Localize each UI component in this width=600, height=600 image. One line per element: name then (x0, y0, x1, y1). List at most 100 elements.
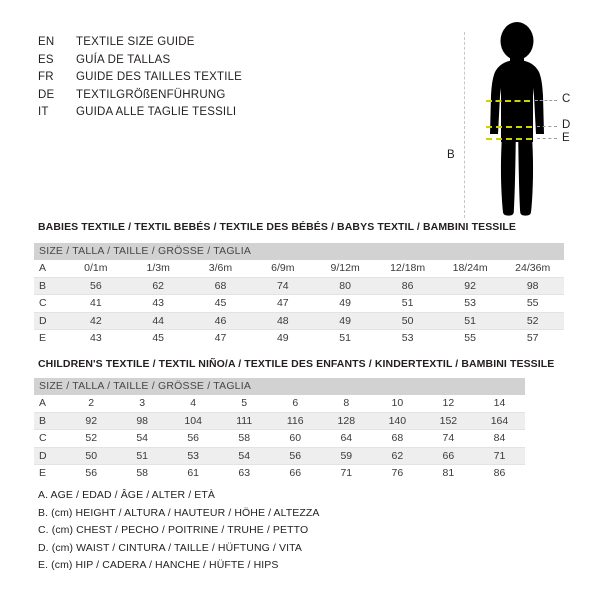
cell: 86 (493, 467, 506, 479)
cell: 140 (371, 412, 423, 430)
table-row: E 56 58 61 63 66 71 76 81 86 (34, 465, 525, 482)
cell: 3 (116, 395, 168, 413)
cell: 55 (501, 294, 564, 313)
cell: 47 (251, 294, 314, 313)
cell: 49 (313, 294, 377, 313)
measurement-legend: A. AGE / EDAD / ÂGE / ALTER / ETÀ B. (cm… (38, 487, 320, 575)
children-section-title: CHILDREN'S TEXTILE / TEXTIL NIÑO/A / TEX… (38, 358, 555, 370)
cell: 50 (65, 447, 117, 465)
cell: 10 (371, 395, 423, 413)
cell: 98 (116, 412, 168, 430)
cell: 54 (218, 447, 270, 465)
row-label: A (34, 260, 65, 278)
chest-leader-line (535, 100, 557, 101)
babies-band-label: SIZE / TALLA / TAILLE / GRÖSSE / TAGLIA (34, 243, 564, 260)
cell: 98 (501, 277, 564, 295)
cell: 68 (371, 429, 423, 448)
cell: 64 (320, 429, 372, 448)
cell: 62 (127, 277, 190, 295)
cell: 164 (473, 412, 525, 430)
cell: 66 (289, 467, 302, 479)
cell: 71 (473, 447, 525, 465)
child-silhouette-icon (490, 22, 544, 216)
cell: 51 (438, 312, 502, 330)
row-label: E (39, 332, 47, 344)
cell: 52 (65, 429, 117, 448)
waist-leader-line (537, 126, 557, 127)
table-row: D 42 44 46 48 49 50 51 52 (34, 312, 564, 330)
language-row-fr: FR GUIDE DES TAILLES TEXTILE (38, 71, 338, 89)
cell: 47 (214, 332, 227, 344)
cell: 12 (422, 395, 474, 413)
children-size-table: SIZE / TALLA / TAILLE / GRÖSSE / TAGLIA … (34, 378, 525, 482)
cell: 48 (251, 312, 314, 330)
waist-measure-line (486, 126, 532, 128)
cell: 6 (269, 395, 321, 413)
cell: 80 (313, 277, 377, 295)
row-label: B (34, 412, 66, 430)
row-label: C (34, 294, 65, 313)
cell: 14 (473, 395, 525, 413)
cell: 43 (90, 332, 102, 344)
cell: 57 (526, 332, 539, 344)
children-band-label: SIZE / TALLA / TAILLE / GRÖSSE / TAGLIA (34, 378, 525, 395)
cell: 53 (167, 447, 219, 465)
cell: 74 (422, 429, 474, 448)
row-label: D (34, 312, 65, 330)
table-row: A 0/1m 1/3m 3/6m 6/9m 9/12m 12/18m 18/24… (34, 260, 564, 278)
row-label: B (34, 277, 65, 295)
cell: 59 (320, 447, 372, 465)
table-row: B 56 62 68 74 80 86 92 98 (34, 277, 564, 295)
cell: 53 (401, 332, 414, 344)
cell: 76 (391, 467, 404, 479)
table-row: B 92 98 104 111 116 128 140 152 164 (34, 412, 525, 430)
row-label: A (34, 395, 66, 413)
cell: 62 (371, 447, 423, 465)
cell: 8 (320, 395, 372, 413)
cell: 52 (501, 312, 564, 330)
hip-leader-line (537, 138, 557, 139)
cell: 4 (167, 395, 219, 413)
cell: 71 (340, 467, 353, 479)
cell: 5 (218, 395, 270, 413)
cell: 86 (376, 277, 439, 295)
measurement-figure: B C D E (432, 22, 600, 220)
figure-label-height: B (447, 149, 455, 161)
cell: 54 (116, 429, 168, 448)
cell: 56 (85, 467, 98, 479)
cell: 49 (313, 312, 377, 330)
cell: 116 (269, 412, 321, 430)
cell: 61 (187, 467, 200, 479)
cell: 128 (320, 412, 372, 430)
language-title: TEXTILE SIZE GUIDE (76, 36, 195, 48)
language-row-en: EN TEXTILE SIZE GUIDE (38, 36, 338, 54)
language-row-de: DE TEXTILGRÖßENFÜHRUNG (38, 89, 338, 107)
cell: 60 (269, 429, 321, 448)
cell: 74 (251, 277, 314, 295)
legend-item-age: A. AGE / EDAD / ÂGE / ALTER / ETÀ (38, 489, 215, 501)
cell: 18/24m (438, 260, 502, 278)
cell: 24/36m (501, 260, 564, 278)
cell: 84 (473, 429, 525, 448)
cell: 9/12m (313, 260, 377, 278)
babies-size-table: SIZE / TALLA / TAILLE / GRÖSSE / TAGLIA … (34, 243, 564, 347)
cell: 12/18m (376, 260, 439, 278)
cell: 68 (189, 277, 252, 295)
language-title: TEXTILGRÖßENFÜHRUNG (76, 88, 226, 101)
table-band-row: SIZE / TALLA / TAILLE / GRÖSSE / TAGLIA (34, 243, 564, 260)
figure-label-waist: D (562, 119, 571, 131)
cell: 51 (339, 332, 351, 344)
cell: 50 (376, 312, 439, 330)
cell: 51 (376, 294, 439, 313)
row-label: E (39, 467, 47, 479)
cell: 56 (167, 429, 219, 448)
cell: 3/6m (189, 260, 252, 278)
table-row: C 41 43 45 47 49 51 53 55 (34, 294, 564, 313)
language-title: GUIDA ALLE TAGLIE TESSILI (76, 106, 237, 118)
table-band-row: SIZE / TALLA / TAILLE / GRÖSSE / TAGLIA (34, 378, 525, 395)
cell: 92 (65, 412, 117, 430)
cell: 58 (218, 429, 270, 448)
babies-section-title: BABIES TEXTILE / TEXTIL BEBÉS / TEXTILE … (38, 221, 517, 233)
language-code: DE (38, 88, 55, 101)
